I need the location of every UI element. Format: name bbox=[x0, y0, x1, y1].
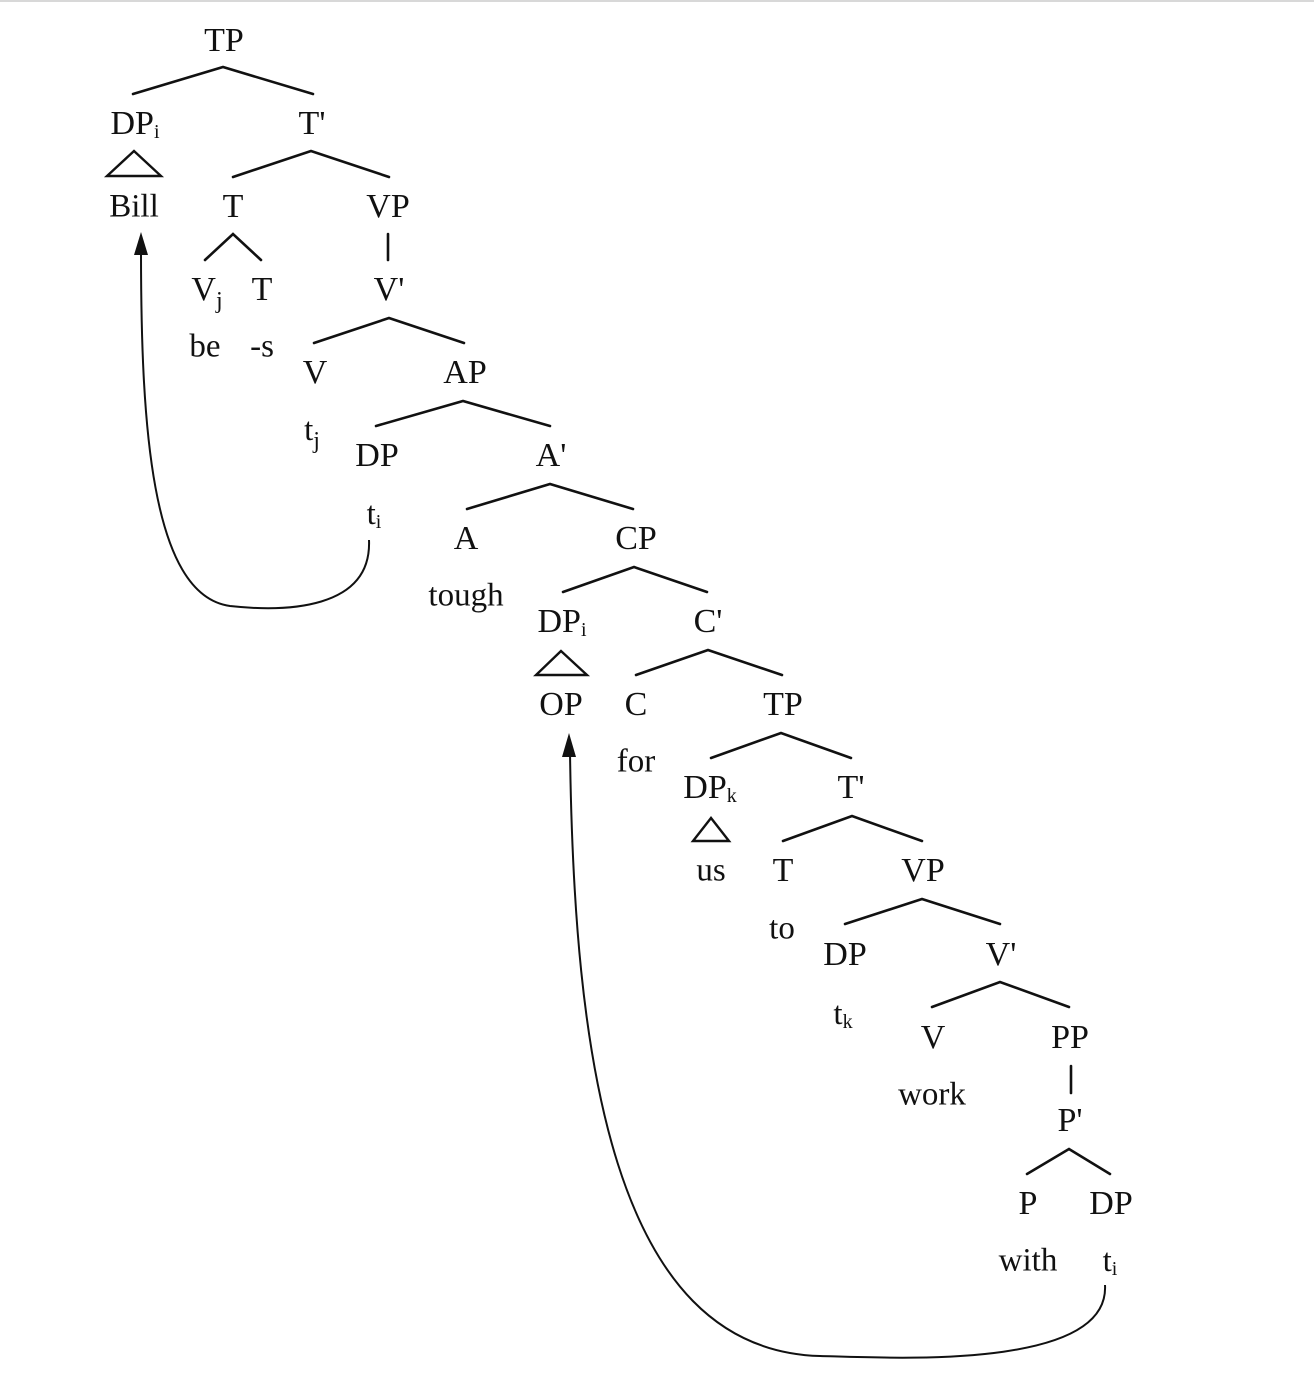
tree-labels: TP DPi T' Bill T VP Vj T V' be -s V AP t… bbox=[109, 22, 1133, 1280]
node-v-1: V bbox=[303, 354, 328, 391]
branch-vp-2 bbox=[845, 899, 1000, 924]
node-dp-obj: DP bbox=[1089, 1185, 1132, 1222]
node-dp-spec-ap: DP bbox=[355, 437, 398, 474]
branch-t-head bbox=[205, 234, 261, 260]
branch-tp-2 bbox=[711, 733, 851, 758]
trace-k: tk bbox=[833, 996, 852, 1033]
node-t-1: T bbox=[223, 188, 244, 225]
node-dp-spec-vp: DP bbox=[823, 936, 866, 973]
tree-triangles bbox=[107, 151, 729, 841]
word-bill: Bill bbox=[109, 189, 159, 225]
triangle-dp-op bbox=[536, 651, 587, 675]
node-dp-op: DPi bbox=[537, 603, 586, 641]
node-dp-us: DPk bbox=[683, 769, 736, 807]
word-with: with bbox=[999, 1243, 1058, 1279]
node-vp-1: VP bbox=[366, 188, 409, 225]
node-p-head: P bbox=[1019, 1185, 1038, 1222]
node-t-bar-2: T' bbox=[838, 769, 865, 806]
node-a-bar: A' bbox=[536, 437, 567, 474]
arrowhead-subject-raising bbox=[134, 232, 148, 255]
branch-a-bar bbox=[467, 484, 633, 509]
branch-c-bar bbox=[636, 650, 782, 675]
branch-p-bar bbox=[1027, 1149, 1110, 1174]
word-s-suffix: -s bbox=[250, 329, 274, 365]
arrowhead-null-operator bbox=[562, 733, 576, 757]
node-tp-root: TP bbox=[204, 22, 244, 59]
word-op: OP bbox=[539, 686, 582, 723]
branch-cp bbox=[563, 567, 707, 592]
node-a-head: A bbox=[454, 520, 479, 557]
triangle-dp-us bbox=[693, 818, 729, 841]
node-pp: PP bbox=[1051, 1019, 1089, 1056]
trace-i-2: ti bbox=[1103, 1243, 1118, 1280]
triangle-dp-subject bbox=[107, 151, 161, 176]
branch-t-bar-1 bbox=[233, 151, 389, 177]
branch-v-bar-1 bbox=[314, 318, 464, 343]
word-be: be bbox=[189, 329, 220, 365]
trace-j: tj bbox=[304, 412, 320, 454]
word-tough: tough bbox=[428, 578, 504, 614]
tree-branches bbox=[133, 67, 1110, 1174]
word-to: to bbox=[769, 911, 795, 947]
node-ap: AP bbox=[443, 354, 486, 391]
node-tp-2: TP bbox=[763, 686, 803, 723]
node-dp-subject: DPi bbox=[110, 105, 159, 143]
node-v-bar-2: V' bbox=[986, 936, 1017, 973]
word-work: work bbox=[898, 1077, 966, 1113]
node-t-2: T bbox=[773, 852, 794, 889]
node-c-head: C bbox=[625, 686, 648, 723]
node-t-inner: T bbox=[252, 271, 273, 308]
movement-arrows bbox=[134, 232, 1105, 1358]
node-vp-2: VP bbox=[901, 852, 944, 889]
branch-t-bar-2 bbox=[783, 816, 922, 841]
node-c-bar: C' bbox=[694, 603, 723, 640]
node-cp: CP bbox=[615, 520, 657, 557]
word-for: for bbox=[617, 744, 655, 780]
branch-v-bar-2 bbox=[932, 982, 1069, 1007]
branch-ap bbox=[376, 401, 550, 426]
node-t-bar-1: T' bbox=[299, 105, 326, 142]
node-p-bar: P' bbox=[1057, 1102, 1082, 1139]
node-v-2: V bbox=[921, 1019, 946, 1056]
word-us: us bbox=[696, 853, 725, 889]
node-v-bar-1: V' bbox=[374, 271, 405, 308]
trace-i-1: ti bbox=[367, 496, 382, 533]
branch-tp-root bbox=[133, 67, 313, 94]
node-v-j: Vj bbox=[191, 271, 222, 314]
